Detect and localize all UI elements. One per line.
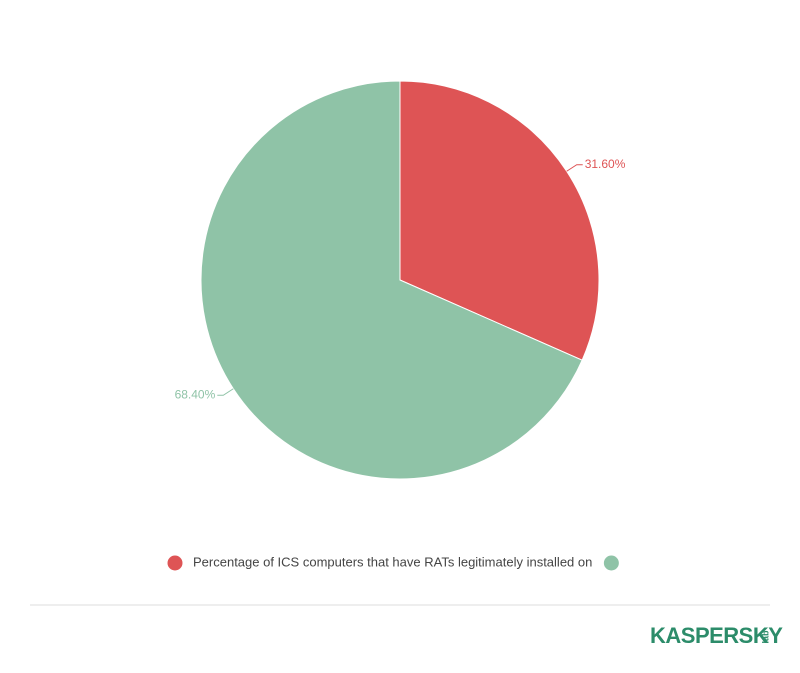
pie-slice	[399, 80, 600, 361]
data-label: 68.40%	[175, 387, 216, 401]
logo-sub: lab	[760, 630, 770, 644]
legend-swatch	[167, 555, 183, 571]
legend-swatch	[603, 555, 619, 571]
leader-line	[566, 164, 583, 172]
data-label: 31.60%	[585, 157, 626, 171]
logo: KASPERSKY	[650, 623, 783, 648]
leader-line	[217, 388, 234, 396]
legend-label: Percentage of ICS computers that have RA…	[193, 554, 592, 569]
pie-slice	[200, 80, 583, 480]
